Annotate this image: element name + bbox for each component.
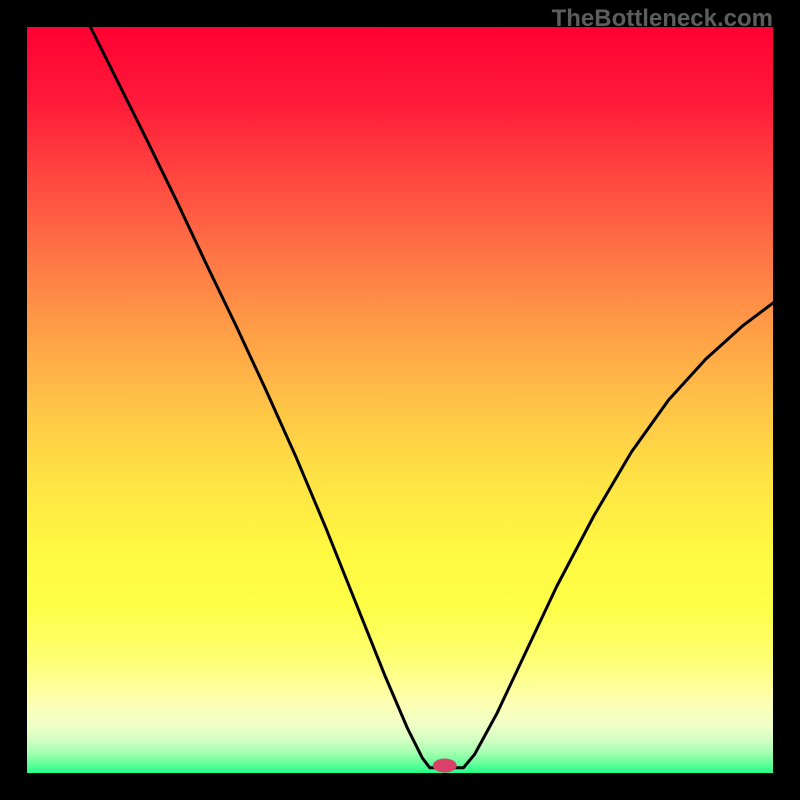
watermark-text: TheBottleneck.com	[552, 5, 773, 33]
chart-container: { "canvas": { "width": 800, "height": 80…	[0, 0, 800, 800]
bottleneck-chart	[27, 27, 773, 773]
optimal-marker	[433, 759, 457, 773]
gradient-background	[27, 27, 773, 773]
